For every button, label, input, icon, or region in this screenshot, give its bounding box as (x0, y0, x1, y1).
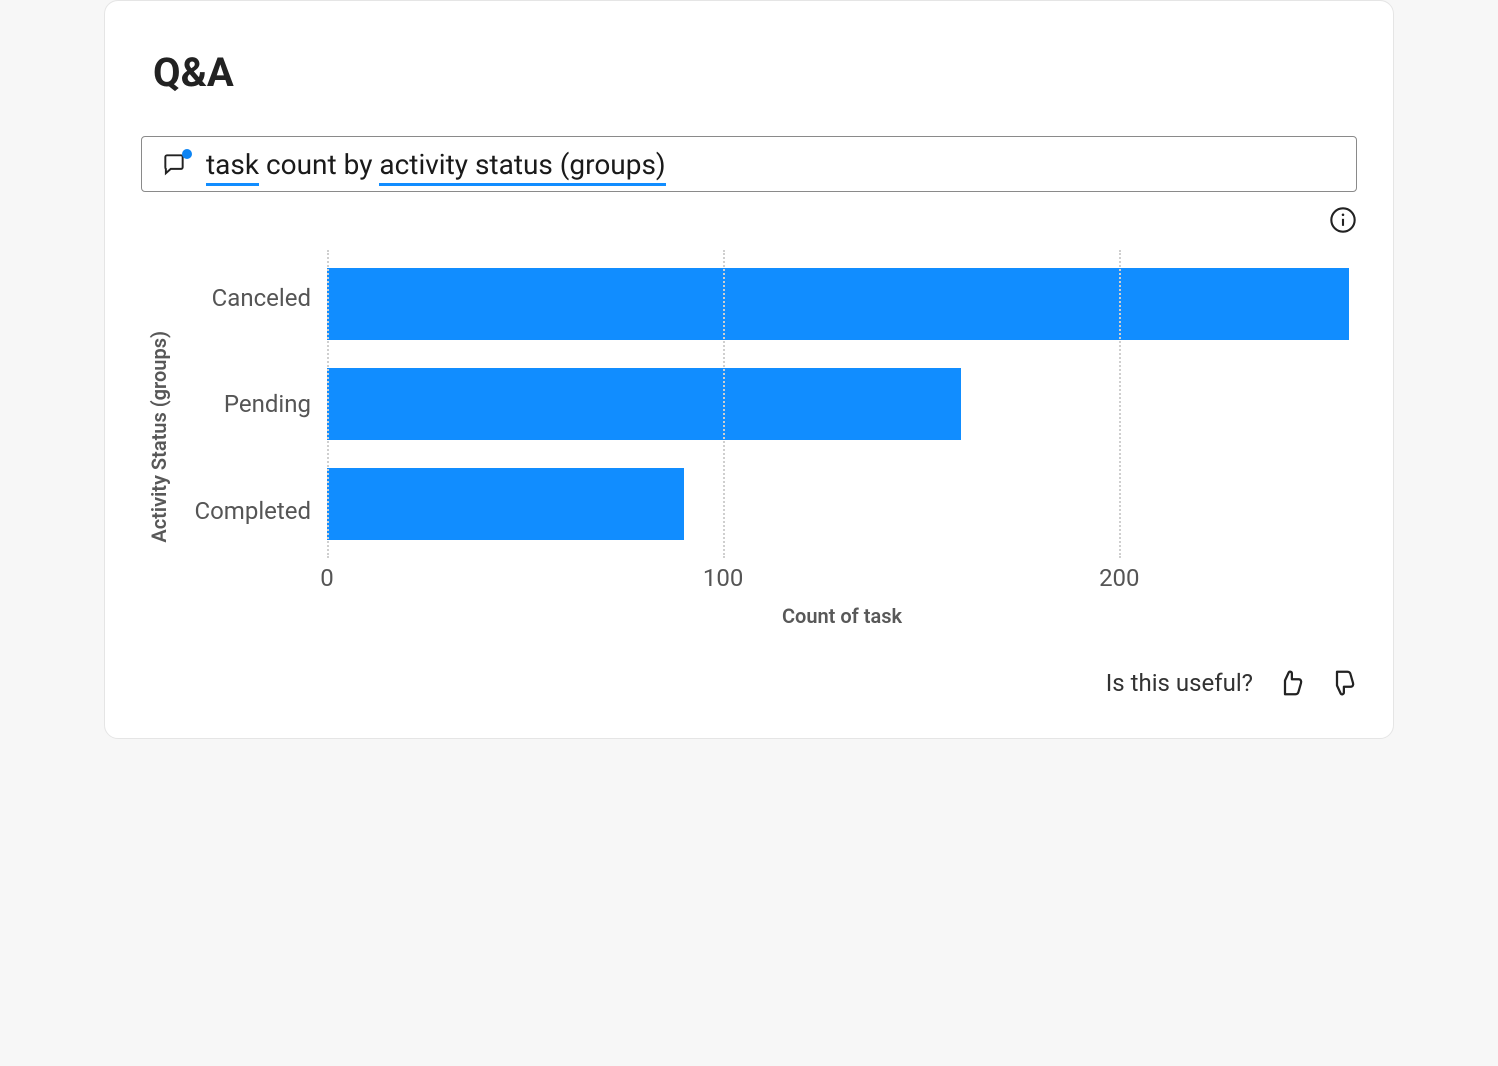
bar-chart: Activity Status (groups) Canceled Pending… (141, 244, 1357, 628)
query-input[interactable]: task count by activity status (groups) (141, 136, 1357, 192)
query-token-task: task (206, 148, 259, 186)
feedback-prompt: Is this useful? (1106, 669, 1253, 697)
plot-area (327, 244, 1357, 564)
x-axis-title: Count of task (327, 604, 1357, 628)
y-tick-label: Completed (177, 497, 311, 525)
bar (327, 468, 684, 540)
gridline (1119, 250, 1121, 558)
y-tick-label: Canceled (177, 284, 311, 312)
feedback-row: Is this useful? (141, 668, 1357, 698)
query-token-activity-status: activity status (groups) (379, 148, 665, 186)
query-text: task count by activity status (groups) (206, 147, 666, 183)
x-tick-label: 200 (1099, 564, 1139, 592)
card-title: Q&A (153, 49, 1357, 96)
info-icon[interactable] (1329, 206, 1357, 234)
query-token-countby: count by (259, 148, 379, 181)
chat-dot-icon (182, 149, 192, 159)
x-tick-label: 100 (703, 564, 743, 592)
bar (327, 268, 1349, 340)
gridline (327, 250, 329, 558)
thumbs-up-button[interactable] (1275, 668, 1305, 698)
thumbs-down-button[interactable] (1327, 668, 1357, 698)
x-tick-labels: 0100200 (327, 564, 1357, 596)
chat-icon (160, 151, 190, 179)
y-tick-labels: Canceled Pending Completed (177, 244, 327, 564)
x-tick-label: 0 (320, 564, 334, 592)
qna-card: Q&A task count by activity status (group… (104, 0, 1394, 739)
y-axis-title: Activity Status (groups) (141, 331, 177, 543)
bar (327, 368, 961, 440)
gridline (723, 250, 725, 558)
y-tick-label: Pending (177, 390, 311, 418)
